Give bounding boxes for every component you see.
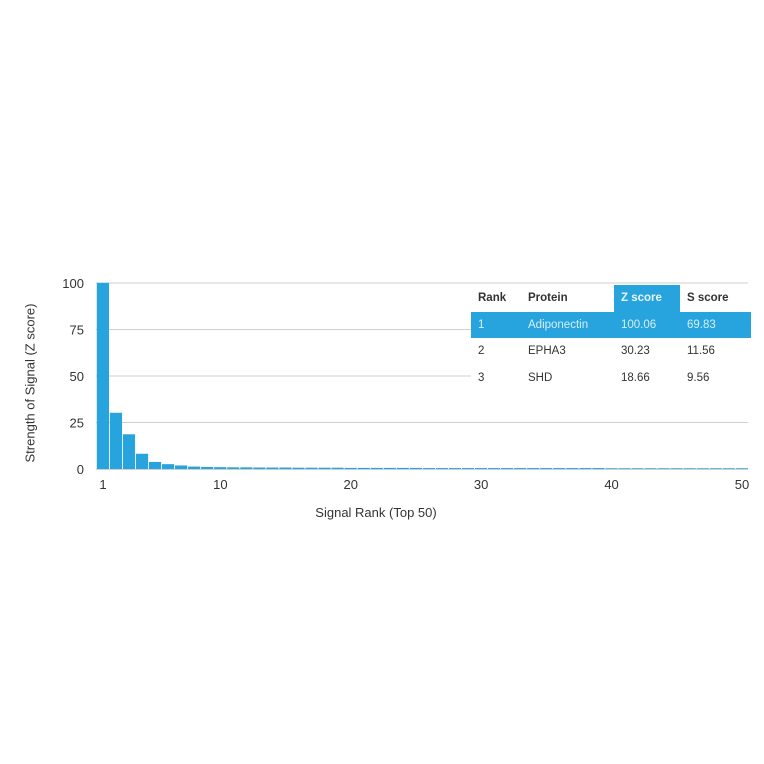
bar bbox=[305, 467, 318, 469]
cell-z-score: 100.06 bbox=[621, 318, 657, 331]
bar bbox=[461, 468, 475, 469]
bar bbox=[448, 468, 462, 469]
bar bbox=[709, 468, 722, 470]
bar bbox=[253, 467, 266, 469]
x-tick-label: 10 bbox=[213, 477, 227, 492]
y-tick-label: 100 bbox=[62, 276, 84, 291]
x-tick-label: 50 bbox=[735, 477, 749, 492]
bar bbox=[579, 468, 592, 469]
bar bbox=[96, 282, 109, 469]
x-tick-label: 40 bbox=[604, 477, 618, 492]
bar bbox=[331, 467, 344, 469]
header-z-score: Z score bbox=[614, 285, 680, 312]
bar bbox=[618, 468, 631, 470]
cell-rank: 2 bbox=[478, 345, 485, 358]
y-axis-label: Strength of Signal (Z score) bbox=[22, 303, 38, 463]
bar bbox=[175, 465, 188, 469]
bar bbox=[409, 467, 422, 469]
top-signals-table: Rank Protein Z score S score 1 Adiponect… bbox=[471, 285, 751, 391]
bar bbox=[201, 466, 214, 469]
y-tick-label: 50 bbox=[70, 369, 84, 384]
bar bbox=[553, 468, 566, 469]
bar bbox=[631, 468, 644, 470]
bar bbox=[514, 468, 527, 469]
bar bbox=[214, 467, 227, 469]
bar bbox=[722, 468, 735, 470]
table-row: 1 Adiponectin 100.06 69.83 bbox=[471, 311, 751, 338]
y-tick-label: 75 bbox=[70, 323, 84, 338]
cell-z-score: 18.66 bbox=[621, 371, 650, 384]
cell-s-score: 69.83 bbox=[687, 318, 716, 331]
bar bbox=[540, 468, 553, 469]
table-header: Rank Protein Z score S score bbox=[471, 285, 751, 312]
bar bbox=[227, 467, 240, 469]
cell-rank: 1 bbox=[478, 318, 485, 331]
cell-protein: SHD bbox=[528, 371, 553, 384]
x-tick-label: 20 bbox=[344, 477, 358, 492]
table-row: 3 SHD 18.66 9.56 bbox=[471, 365, 751, 392]
bar bbox=[370, 467, 383, 469]
bar bbox=[696, 468, 709, 470]
bar bbox=[605, 468, 618, 470]
bar bbox=[240, 467, 253, 469]
bar bbox=[592, 468, 605, 469]
bar bbox=[279, 467, 292, 469]
x-tick-label: 30 bbox=[474, 477, 488, 492]
bar bbox=[474, 468, 488, 469]
cell-protein: Adiponectin bbox=[528, 318, 589, 331]
cell-rank: 3 bbox=[478, 371, 485, 384]
bar bbox=[357, 467, 370, 469]
bar bbox=[670, 468, 683, 470]
bar bbox=[527, 468, 540, 469]
bar bbox=[644, 468, 657, 470]
bar bbox=[396, 467, 409, 469]
x-axis-label: Signal Rank (Top 50) bbox=[315, 505, 437, 520]
bar bbox=[383, 467, 396, 469]
header-rank: Rank bbox=[478, 292, 507, 305]
bar bbox=[344, 467, 357, 469]
bar bbox=[657, 468, 670, 470]
bar bbox=[501, 468, 514, 469]
bar bbox=[162, 464, 175, 469]
y-tick-label: 0 bbox=[77, 462, 84, 477]
bar bbox=[188, 466, 201, 469]
table-row: 2 EPHA3 30.23 11.56 bbox=[471, 338, 751, 365]
header-s-score: S score bbox=[687, 292, 729, 305]
bar bbox=[735, 468, 748, 470]
header-protein: Protein bbox=[528, 292, 568, 305]
bar bbox=[488, 468, 501, 469]
cell-protein: EPHA3 bbox=[528, 345, 566, 358]
x-tick-label: 1 bbox=[99, 477, 106, 492]
bar bbox=[135, 453, 149, 469]
bar bbox=[683, 468, 696, 470]
cell-s-score: 9.56 bbox=[687, 371, 710, 384]
cell-s-score: 11.56 bbox=[687, 345, 715, 358]
bar bbox=[148, 461, 162, 469]
bar bbox=[318, 467, 331, 469]
bar bbox=[422, 468, 435, 469]
cell-z-score: 30.23 bbox=[621, 345, 650, 358]
bar bbox=[109, 412, 123, 469]
bar bbox=[266, 467, 279, 469]
bar bbox=[566, 468, 579, 469]
y-tick-label: 25 bbox=[70, 416, 84, 431]
bar bbox=[122, 434, 136, 469]
bar bbox=[292, 467, 305, 469]
bar bbox=[435, 468, 449, 469]
